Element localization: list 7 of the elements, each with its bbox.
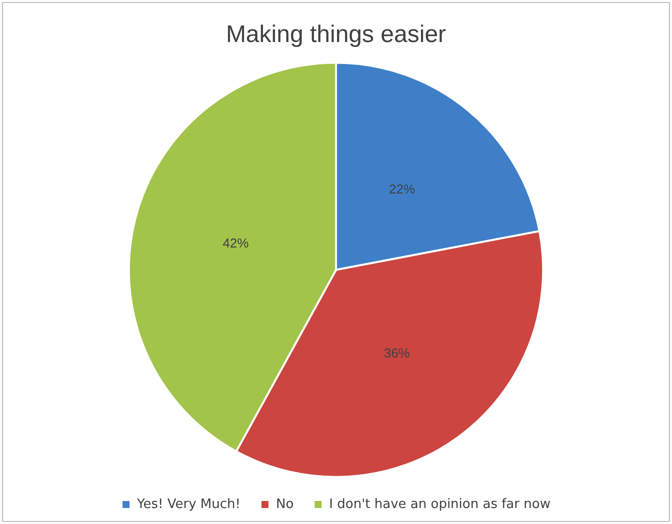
data-label: 42% (222, 236, 250, 251)
data-label: 22% (388, 182, 416, 197)
data-label: 36% (384, 345, 410, 360)
legend-label: No (276, 496, 294, 512)
legend-label: Yes! Very Much! (136, 496, 240, 512)
chart-title: Making things easier (226, 21, 446, 48)
legend-label: I don't have an opinion as far now (329, 496, 551, 512)
